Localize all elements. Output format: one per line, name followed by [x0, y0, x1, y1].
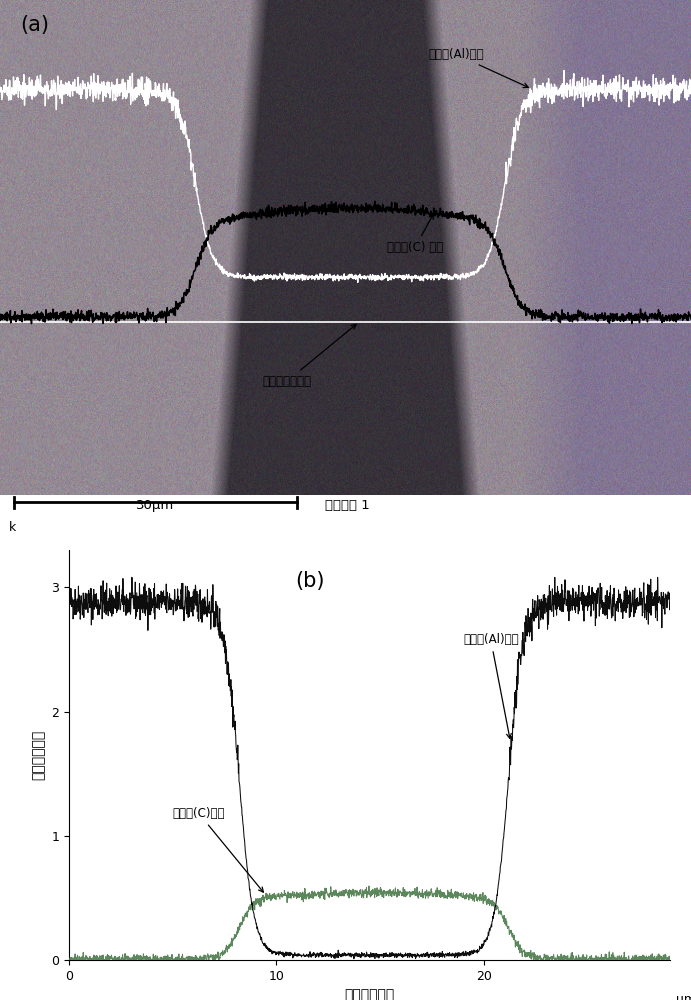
- Text: (b): (b): [295, 570, 324, 590]
- Text: 30μm: 30μm: [136, 499, 175, 512]
- Text: 碳元素(C)信号: 碳元素(C)信号: [173, 807, 263, 892]
- Text: μm: μm: [676, 993, 691, 1000]
- Text: (a): (a): [21, 15, 50, 35]
- Y-axis label: 元素信号强度: 元素信号强度: [32, 730, 46, 780]
- Text: 电子图像 1: 电子图像 1: [325, 499, 370, 512]
- X-axis label: 能谱扫描距离: 能谱扫描距离: [345, 988, 395, 1000]
- Text: k: k: [9, 521, 16, 534]
- Text: 铝元素(Al)信号: 铝元素(Al)信号: [463, 633, 518, 738]
- Text: 碳元素(C) 含量: 碳元素(C) 含量: [387, 214, 443, 254]
- Text: 能谱线扫描路径: 能谱线扫描路径: [263, 324, 356, 388]
- Text: 铝元素(Al)含量: 铝元素(Al)含量: [428, 48, 529, 88]
